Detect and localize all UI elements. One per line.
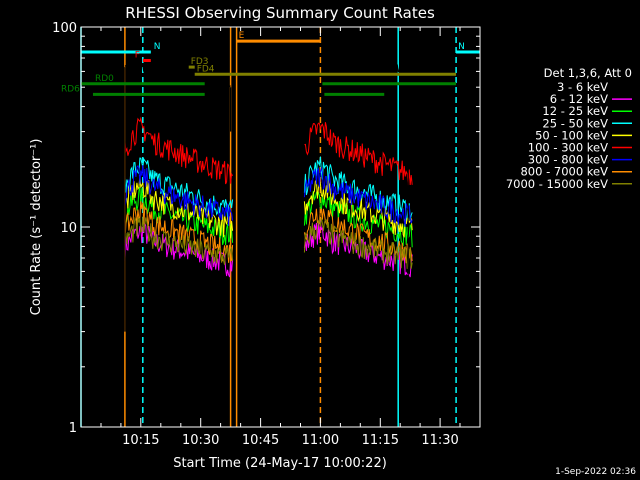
flag-label: E <box>239 31 245 41</box>
series-3-6kev-line <box>343 60 401 75</box>
y-tick-label: 1 <box>69 421 77 436</box>
legend-header: Det 1,3,6, Att 0 <box>544 66 632 80</box>
series-line <box>124 116 234 185</box>
y-tick-label: 10 <box>60 221 77 236</box>
legend-entry-label: 3 - 6 keV <box>557 80 608 94</box>
series-line <box>303 217 413 269</box>
flag-label: FD4 <box>197 64 215 74</box>
legend-entry-label: 300 - 800 keV <box>528 153 608 167</box>
legend-entry-label: 12 - 25 keV <box>542 104 608 118</box>
flag-label: F <box>135 51 140 61</box>
series-3-6kev-line <box>124 61 190 75</box>
legend-entry-label: 50 - 100 keV <box>535 128 608 142</box>
x-tick-label: 11:15 <box>362 433 399 448</box>
chart-title: RHESSI Observing Summary Count Rates <box>125 4 435 22</box>
series-3-6kev-line <box>192 32 226 44</box>
footer-date: 1-Sep-2022 02:36 <box>555 467 636 477</box>
axes-layer: 10:15 10:30 10:45 11:00 11:15 11:30 1 10 100 <box>52 21 480 448</box>
x-tick-label: 10:30 <box>182 433 219 448</box>
y-tick-label: 100 <box>52 21 77 36</box>
x-axis-label: Start Time (24-May-17 10:00:22) <box>173 456 387 471</box>
x-tick-label: 11:30 <box>421 433 458 448</box>
legend-entry-label: 6 - 12 keV <box>550 92 608 106</box>
x-tick-label: 11:00 <box>302 433 339 448</box>
series-3-6kev-line <box>326 37 345 49</box>
flag-label: RD6 <box>61 84 80 94</box>
series-3-6kev-line <box>399 83 409 94</box>
flag-label: N <box>154 42 161 52</box>
series-line <box>124 216 234 265</box>
y-axis-label: Count Rate (s⁻¹ detector⁻¹) <box>29 139 44 316</box>
legend-entry-label: 800 - 7000 keV <box>520 165 608 179</box>
flag-label: N <box>458 42 465 52</box>
x-tick-label: 10:15 <box>122 433 159 448</box>
flag-label: RD0 <box>95 74 114 84</box>
series-line <box>124 175 234 239</box>
x-tick-label: 10:45 <box>242 433 279 448</box>
legend-entry-label: 7000 - 15000 keV <box>506 177 608 191</box>
series-line <box>124 164 234 227</box>
series-line <box>124 186 234 246</box>
legend-entry-label: 25 - 50 keV <box>542 116 608 130</box>
series-line <box>304 122 413 186</box>
series-line <box>303 166 413 227</box>
series-3-6kev-line <box>188 57 194 64</box>
legend-entry-label: 100 - 300 keV <box>528 141 608 155</box>
flag-label: FD3 <box>191 57 209 67</box>
series-3-6kev-line <box>224 83 231 93</box>
